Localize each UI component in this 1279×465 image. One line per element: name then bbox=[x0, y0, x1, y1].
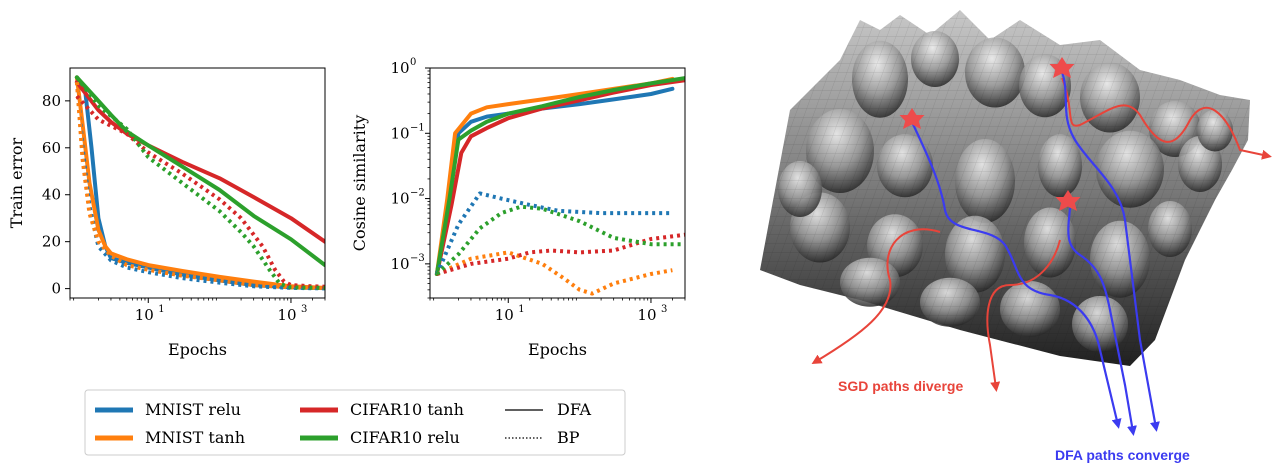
cosine-similarity-series bbox=[434, 76, 685, 296]
legend-label: CIFAR10 tanh bbox=[350, 400, 464, 419]
series-line-cifar10-tanh-bp bbox=[75, 94, 325, 289]
x-tick-label: 10 bbox=[495, 306, 514, 324]
dfa-path-3 bbox=[1067, 207, 1137, 436]
landscape-mesh bbox=[760, 10, 1250, 366]
series-line-mnist-relu-bp bbox=[435, 191, 673, 275]
dfa-path-2 bbox=[1060, 71, 1160, 432]
sgd-path-3 bbox=[986, 239, 1061, 392]
legend-items: MNIST relu MNIST tanh CIFAR10 tanh CIFAR10 … bbox=[95, 400, 592, 447]
y-tick-exponent: −3 bbox=[410, 253, 425, 264]
cosine-similarity-chart: 10 1 10 310 010 −110 −210 −3 Epochs Cosine simi… bbox=[350, 57, 686, 359]
x-tick-label: 10 bbox=[135, 306, 154, 324]
dfa-annotation: DFA paths converge bbox=[1055, 447, 1190, 463]
cosine-similarity-ticks: 10 1 10 310 010 −110 −210 −3 bbox=[390, 57, 686, 324]
x-tick-label: 10 bbox=[277, 306, 296, 324]
y-tick-label: 10 bbox=[390, 255, 409, 273]
y-tick-label: 10 bbox=[390, 190, 409, 208]
y-tick-label: 60 bbox=[42, 139, 61, 157]
cosine-similarity-x-axis-label: Epochs bbox=[528, 340, 587, 359]
series-line-cifar10-relu-bp bbox=[75, 76, 325, 290]
y-tick-exponent: 0 bbox=[410, 57, 416, 68]
y-tick-label: 0 bbox=[51, 280, 61, 298]
series-line-cifar10-relu-dfa bbox=[434, 76, 685, 276]
loss-landscape-illustration: SGD paths diverge DFA paths converge bbox=[760, 10, 1272, 463]
legend-box bbox=[84, 389, 626, 456]
series-line-mnist-relu-dfa bbox=[434, 86, 675, 276]
series-line-cifar10-relu-bp bbox=[435, 204, 685, 276]
series-line-cifar10-tanh-dfa bbox=[74, 80, 325, 244]
series-line-cifar10-tanh-dfa bbox=[434, 78, 685, 276]
legend-style-label: DFA bbox=[557, 400, 592, 419]
y-tick-label: 40 bbox=[42, 186, 61, 204]
x-tick-exponent: 3 bbox=[661, 304, 667, 315]
y-tick-label: 10 bbox=[390, 59, 409, 77]
sgd-annotation: SGD paths diverge bbox=[838, 378, 963, 394]
x-tick-label: 10 bbox=[637, 306, 656, 324]
y-tick-label: 20 bbox=[42, 233, 61, 251]
series-line-mnist-tanh-dfa bbox=[74, 75, 325, 290]
legend-style-label: BP bbox=[557, 428, 580, 447]
y-tick-exponent: −1 bbox=[410, 122, 425, 133]
cosine-similarity-y-axis-label: Cosine similarity bbox=[350, 115, 369, 252]
y-tick-label: 80 bbox=[42, 92, 61, 110]
legend-label: CIFAR10 relu bbox=[350, 428, 460, 447]
start-star-icon bbox=[1055, 190, 1081, 211]
sgd-path-2 bbox=[811, 228, 941, 365]
train-error-ticks: 10 1 10 3 0 20 40 60 80 bbox=[42, 92, 326, 324]
x-tick-exponent: 3 bbox=[301, 304, 307, 315]
y-tick-label: 10 bbox=[390, 124, 409, 142]
legend: MNIST relu MNIST tanh CIFAR10 tanh CIFAR10 … bbox=[84, 389, 626, 456]
x-tick-exponent: 1 bbox=[158, 304, 164, 315]
start-star-icon bbox=[1049, 57, 1075, 78]
dfa-path-1 bbox=[911, 121, 1122, 429]
cosine-similarity-axes-frame bbox=[429, 67, 686, 299]
train-error-y-axis-label: Train error bbox=[7, 137, 26, 228]
start-star-icon bbox=[899, 108, 925, 129]
sgd-path-1 bbox=[1061, 77, 1272, 160]
legend-label: MNIST tanh bbox=[145, 428, 245, 447]
train-error-axes-frame bbox=[69, 67, 326, 299]
series-line-cifar10-relu-dfa bbox=[74, 75, 325, 268]
x-tick-exponent: 1 bbox=[518, 304, 524, 315]
train-error-series bbox=[74, 75, 325, 291]
legend-label: MNIST relu bbox=[145, 400, 241, 419]
train-error-chart: 10 1 10 3 0 20 40 60 80 Epochs Train error bbox=[7, 67, 326, 359]
series-line-cifar10-tanh-bp bbox=[436, 232, 685, 276]
series-line-mnist-tanh-bp bbox=[436, 250, 673, 296]
series-line-mnist-relu-bp bbox=[74, 81, 325, 291]
y-tick-exponent: −2 bbox=[410, 188, 425, 199]
series-line-mnist-tanh-bp bbox=[74, 81, 325, 291]
train-error-x-axis-label: Epochs bbox=[168, 340, 227, 359]
